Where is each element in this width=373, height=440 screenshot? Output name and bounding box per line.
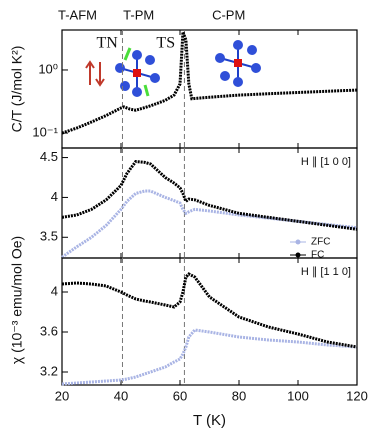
x-tick-label: 20	[55, 388, 69, 403]
y-tick-label: 3.6	[40, 323, 58, 338]
legend-label: ZFC	[311, 237, 330, 248]
x-tick-label: 60	[173, 388, 187, 403]
data-line	[61, 159, 358, 231]
phase-label: T-PM	[123, 7, 154, 22]
plot-frame	[61, 257, 358, 386]
y-tick-label: 10⁻¹	[32, 125, 58, 140]
y-tick-label: 4	[51, 189, 58, 204]
y-axis-label: C/T (J/mol K²)	[9, 46, 25, 133]
transition-label: TN	[96, 35, 118, 52]
panel-annotation: H ∥ [1 0 0]	[301, 156, 351, 168]
x-tick-label: 80	[232, 388, 246, 403]
x-tick-label: 100	[287, 388, 309, 403]
y-tick-label: 3.5	[40, 229, 58, 244]
data-line	[61, 189, 358, 259]
x-tick-label: 120	[346, 388, 368, 403]
y-tick-label: 4.5	[40, 149, 58, 164]
illustration	[85, 40, 261, 97]
panel-annotation: H ∥ [1 1 0]	[301, 266, 351, 278]
phase-label: C-PM	[212, 7, 245, 22]
y-tick-label: 4	[51, 283, 58, 298]
data-line	[61, 272, 358, 349]
x-axis-label: T (K)	[193, 412, 226, 429]
legend-label: FC	[311, 250, 324, 261]
legend-marker	[295, 239, 301, 245]
y-tick-label: 10⁰	[38, 61, 58, 76]
legend-marker	[295, 252, 301, 258]
y-axis-label: χ (10⁻³ emu/mol Oe)	[9, 236, 25, 364]
phase-label: T-AFM	[58, 7, 97, 22]
y-tick-label: 3.2	[40, 363, 58, 378]
x-tick-label: 40	[114, 388, 128, 403]
data-line	[61, 328, 358, 386]
data-line	[61, 31, 358, 135]
transition-label: TS	[156, 35, 175, 52]
